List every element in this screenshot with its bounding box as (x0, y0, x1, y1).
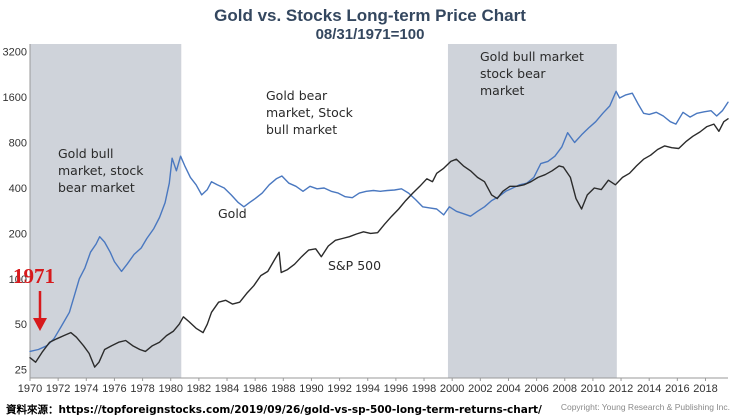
annotation-bull1: Gold bull market, stock bear market (58, 146, 144, 195)
x-tick-label: 2012 (609, 383, 633, 395)
y-tick-label: 100 (9, 274, 27, 286)
annotation-gold-label: Gold (218, 206, 247, 221)
x-tick-label: 1994 (355, 383, 379, 395)
x-tick-label: 2018 (693, 383, 717, 395)
series-line-s-p-500 (29, 118, 729, 368)
copyright-note: Copyright: Young Research & Publishing I… (560, 402, 730, 412)
source-note: 資料來源：https://topforeignstocks.com/2019/0… (6, 404, 542, 416)
annotation-line: Gold bull (58, 146, 114, 161)
chart-title: Gold vs. Stocks Long-term Price Chart (214, 6, 526, 25)
callout-arrow-head (33, 318, 47, 331)
x-tick-label: 1980 (158, 383, 182, 395)
x-tick-label: 1988 (271, 383, 295, 395)
annotation-line: market, stock (58, 163, 144, 178)
series-line-gold (29, 90, 729, 353)
x-tick-label: 2014 (637, 383, 661, 395)
x-tick-label: 1998 (412, 383, 436, 395)
x-tick-label: 2002 (468, 383, 492, 395)
x-tick-label: 1976 (102, 383, 126, 395)
x-tick-label: 2000 (440, 383, 464, 395)
shaded-periods (30, 44, 617, 378)
axes: 25 50 100 200 400 800 1600 3200 1970 1972 1974 1976… (3, 44, 728, 395)
x-tick-label: 1984 (215, 383, 239, 395)
x-tick-label: 2008 (553, 383, 577, 395)
series-lines (29, 90, 729, 368)
annotation-line: bull market (266, 122, 337, 137)
x-tick-label: 1972 (46, 383, 70, 395)
annotation-line: stock bear (480, 66, 546, 81)
x-tick-label: 2010 (581, 383, 605, 395)
x-tick-label: 1992 (327, 383, 351, 395)
x-tick-label: 1986 (243, 383, 267, 395)
annotation-line: bear market (58, 180, 135, 195)
annotation-line: S&P 500 (328, 258, 381, 273)
annotation-line: Gold bear (266, 88, 328, 103)
y-tick-label: 3200 (3, 47, 27, 59)
y-tick-label: 50 (15, 319, 27, 331)
annotation-line: market (480, 83, 524, 98)
chart-subtitle: 08/31/1971=100 (315, 26, 425, 43)
annotation-line: Gold bull market (480, 49, 584, 64)
x-tick-label: 2016 (665, 383, 689, 395)
y-tick-label: 800 (9, 138, 27, 150)
x-tick-label: 2004 (496, 383, 520, 395)
annotation-bear: Gold bear market, Stock bull market (266, 88, 354, 137)
annotation-line: Gold (218, 206, 247, 221)
annotations: Gold bull market, stock bear market Gold be… (58, 49, 584, 273)
shaded-period-1 (30, 44, 182, 378)
x-tick-label: 1982 (187, 383, 211, 395)
x-tick-label: 1970 (18, 383, 42, 395)
y-tick-label: 25 (15, 365, 27, 377)
x-tick-label: 1990 (299, 383, 323, 395)
x-tick-label: 2006 (524, 383, 548, 395)
annotation-bull2: Gold bull market stock bear market (480, 49, 584, 98)
y-tick-label: 400 (9, 183, 27, 195)
y-tick-label: 200 (9, 228, 27, 240)
callout-1971: 1971 (13, 264, 55, 331)
x-tick-label: 1978 (130, 383, 154, 395)
annotation-line: market, Stock (266, 105, 354, 120)
y-tick-label: 1600 (3, 92, 27, 104)
callout-1971-label: 1971 (13, 264, 55, 288)
x-tick-label: 1974 (74, 383, 98, 395)
shaded-period-2 (447, 44, 617, 378)
x-tick-label: 1996 (384, 383, 408, 395)
annotation-sp-label: S&P 500 (328, 258, 381, 273)
